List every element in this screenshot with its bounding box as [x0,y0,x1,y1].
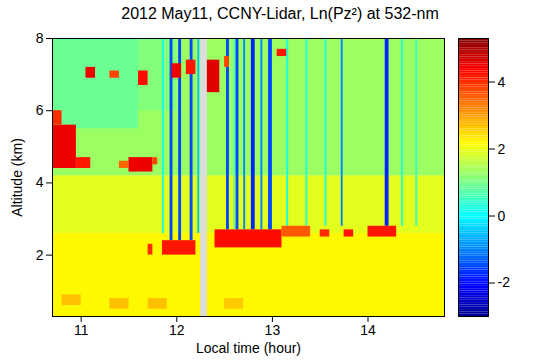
svg-text:4: 4 [36,174,44,190]
svg-text:14: 14 [360,322,376,338]
svg-text:2: 2 [36,247,44,263]
svg-text:13: 13 [265,322,281,338]
svg-text:-2: -2 [498,274,511,290]
svg-text:11: 11 [74,322,89,338]
svg-text:8: 8 [36,30,44,46]
svg-text:Local time (hour): Local time (hour) [196,340,301,356]
svg-text:6: 6 [36,102,44,118]
svg-text:4: 4 [498,74,506,90]
svg-text:Altitude (km): Altitude (km) [9,138,25,217]
svg-text:0: 0 [498,207,506,223]
svg-text:12: 12 [169,322,185,338]
svg-text:2: 2 [498,141,506,157]
html-text:2012 May11, CCNY-Lidar, Ln(Pz²: 2012 May11, CCNY-Lidar, Ln(Pz²) at 532-n… [121,5,439,22]
